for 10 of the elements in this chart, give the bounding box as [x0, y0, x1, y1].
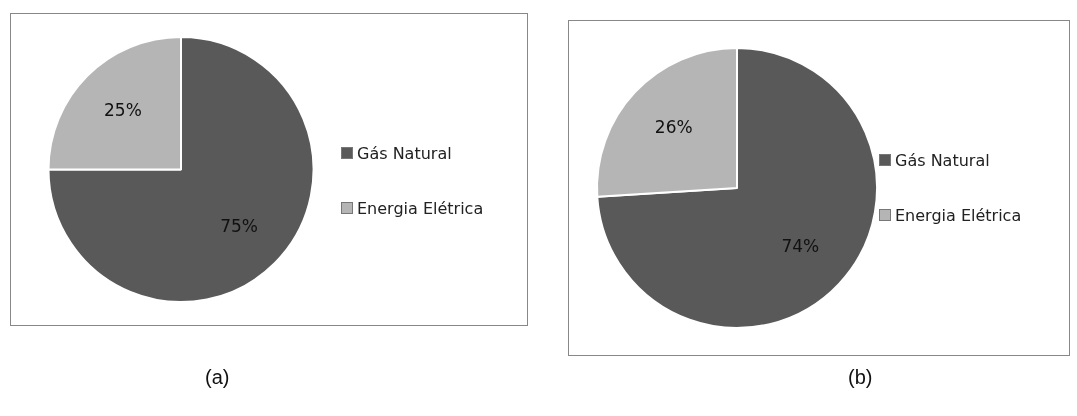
data-label: 75%: [220, 216, 258, 237]
legend-label: Gás Natural: [356, 144, 453, 163]
legend-label: Energia Elétrica: [356, 199, 484, 218]
data-label: 25%: [104, 99, 142, 120]
data-label: 26%: [654, 117, 693, 137]
legend-label: Energia Elétrica: [894, 206, 1022, 225]
text: (a): [205, 366, 230, 389]
data-label: 74%: [781, 235, 820, 256]
legend-label: Gás Natural: [894, 151, 991, 170]
text: (b): [848, 366, 873, 389]
